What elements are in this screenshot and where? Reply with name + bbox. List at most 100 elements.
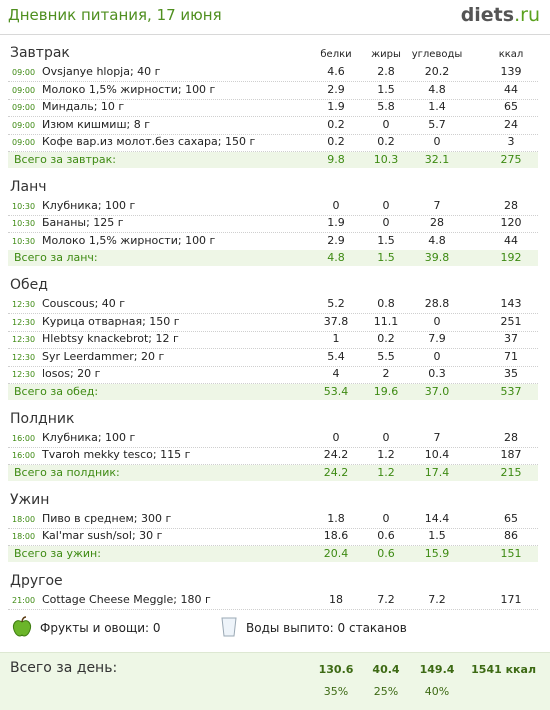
column-header: белки bbox=[320, 49, 352, 60]
nutrient-value: 1.4 bbox=[428, 100, 446, 113]
meal-total-row: Всего за ужин: 20.4 0.6 15.9 151 bbox=[8, 545, 538, 562]
nutrient-value: 28.8 bbox=[424, 297, 450, 310]
nutrient-value: 5.4 bbox=[327, 349, 345, 363]
nutrient-value: 37.8 bbox=[323, 314, 349, 328]
food-row: 12:30 Syr Leerdammer; 20 г 5.4 5.5 0 71 bbox=[8, 349, 538, 367]
food-name: Клубника; 100 г bbox=[42, 198, 136, 212]
nutrient-value: 7.2 bbox=[428, 592, 446, 606]
nutrient-value: 7.2 bbox=[377, 592, 395, 606]
nutrient-value: 2.9 bbox=[327, 82, 345, 96]
nutrient-value: 1.5 bbox=[428, 529, 446, 542]
time: 12:30 bbox=[12, 335, 36, 344]
nutrient-value: 0 bbox=[433, 135, 441, 148]
meal-total-row: Всего за полдник: 24.2 1.2 17.4 215 bbox=[8, 464, 538, 481]
nutrient-value: 71 bbox=[504, 349, 518, 363]
food-row: 10:30 Молоко 1,5% жирности; 100 г 2.9 1.5 4.… bbox=[8, 233, 538, 251]
nutrient-value: 20.2 bbox=[424, 65, 450, 78]
meal-total-value: 19.6 bbox=[373, 384, 399, 398]
day-total-value: 1541 ккал bbox=[471, 663, 536, 676]
nutrient-value: 0 bbox=[433, 314, 441, 328]
nutrient-value: 0.6 bbox=[377, 529, 395, 542]
time: 12:30 bbox=[12, 317, 36, 327]
time: 10:30 bbox=[12, 201, 36, 211]
food-row: 12:30 losos; 20 г 4 2 0.3 35 bbox=[8, 366, 538, 384]
time: 12:30 bbox=[12, 352, 36, 362]
food-name: Курица отварная; 150 г bbox=[42, 314, 180, 328]
nutrient-value: 0 bbox=[382, 430, 390, 444]
meal-total-value: 0.6 bbox=[377, 546, 395, 560]
nutrient-value: 4.6 bbox=[327, 65, 345, 78]
nutrient-value: 1 bbox=[332, 332, 340, 345]
nutrient-value: 0.2 bbox=[377, 135, 395, 148]
nutrient-value: 143 bbox=[500, 297, 522, 310]
nutrient-value: 11.1 bbox=[373, 314, 399, 328]
time: 10:30 bbox=[12, 236, 36, 246]
nutrient-value: 5.5 bbox=[377, 349, 395, 363]
food-row: 09:00 Миндаль; 10 г 1.9 5.8 1.4 65 bbox=[8, 99, 538, 117]
nutrient-value: 3 bbox=[507, 135, 515, 148]
nutrient-value: 44 bbox=[504, 233, 518, 247]
meal-total-row: Всего за обед: 53.4 19.6 37.0 537 bbox=[8, 383, 538, 400]
food-name: Couscous; 40 г bbox=[42, 297, 126, 310]
meal-total-value: 37.0 bbox=[424, 384, 450, 398]
nutrient-value: 0 bbox=[382, 511, 390, 525]
meal-total-row: Всего за ланч: 4.8 1.5 39.8 192 bbox=[8, 250, 538, 266]
nutrient-value: 4.8 bbox=[428, 233, 446, 247]
nutrient-value: 0.3 bbox=[428, 367, 446, 380]
logo-text: diets bbox=[460, 4, 515, 26]
meal-total-value: 32.1 bbox=[424, 152, 450, 166]
nutrient-value: 0 bbox=[332, 198, 340, 212]
meal-title: Ланч bbox=[10, 178, 47, 195]
time: 09:00 bbox=[12, 138, 36, 147]
food-row: 18:00 Пиво в среднем; 300 г 1.8 0 14.4 65 bbox=[8, 511, 538, 529]
food-row: 09:00 Молоко 1,5% жирности; 100 г 2.9 1.5 4.… bbox=[8, 82, 538, 100]
nutrient-value: 1.5 bbox=[377, 233, 395, 247]
meal-title: Завтрак bbox=[10, 45, 70, 61]
nutrient-value: 0.8 bbox=[377, 297, 395, 310]
time: 21:00 bbox=[12, 595, 36, 605]
nutrient-value: 28 bbox=[430, 216, 444, 229]
time: 18:00 bbox=[12, 532, 36, 541]
nutrient-value: 18 bbox=[329, 592, 343, 606]
time: 09:00 bbox=[12, 68, 36, 77]
food-name: Бананы; 125 г bbox=[42, 216, 124, 229]
meal-total-value: 192 bbox=[500, 251, 522, 264]
nutrient-value: 251 bbox=[500, 314, 522, 328]
meal-total-value: 215 bbox=[500, 465, 522, 479]
food-name: Изюм кишмиш; 8 г bbox=[42, 117, 150, 131]
food-row: 12:30 Couscous; 40 г 5.2 0.8 28.8 143 bbox=[8, 296, 538, 314]
nutrient-value: 5.8 bbox=[377, 100, 395, 113]
logo[interactable]: diets.ru bbox=[461, 4, 540, 26]
food-row: 10:30 Клубника; 100 г 0 0 7 28 bbox=[8, 198, 538, 216]
food-name: Миндаль; 10 г bbox=[42, 100, 125, 113]
nutrient-value: 0 bbox=[382, 198, 390, 212]
column-header: углеводы bbox=[411, 49, 463, 60]
food-row: 09:00 Изюм кишмиш; 8 г 0.2 0 5.7 24 bbox=[8, 117, 538, 135]
meal-total-value: 20.4 bbox=[323, 546, 349, 560]
food-name: Молоко 1,5% жирности; 100 г bbox=[42, 82, 216, 96]
nutrient-value: 14.4 bbox=[424, 511, 450, 525]
food-name: Kal'mar sush/sol; 30 г bbox=[42, 529, 163, 542]
nutrient-value: 0 bbox=[382, 117, 390, 131]
nutrient-value: 1.9 bbox=[327, 100, 345, 113]
nutrient-value: 24 bbox=[504, 117, 518, 131]
meal-total-value: 537 bbox=[500, 384, 522, 398]
page-title: Дневник питания, 17 июня bbox=[8, 6, 222, 24]
nutrient-value: 5.2 bbox=[327, 297, 345, 310]
nutrient-value: 1.8 bbox=[327, 511, 345, 525]
food-row: 16:00 Tvaroh mekky tesco; 115 г 24.2 1.2 10.… bbox=[8, 447, 538, 465]
meal-total-label: Всего за обед: bbox=[14, 384, 99, 398]
logo-suffix: .ru bbox=[514, 4, 540, 26]
nutrient-value: 0.2 bbox=[377, 332, 395, 345]
meal-title: Полдник bbox=[10, 410, 75, 427]
food-name: Молоко 1,5% жирности; 100 г bbox=[42, 233, 216, 247]
day-total-value: 149.4 bbox=[419, 663, 455, 676]
nutrient-value: 0.2 bbox=[327, 135, 345, 148]
day-total-box bbox=[0, 652, 550, 710]
time: 10:30 bbox=[12, 219, 36, 228]
nutrient-value: 86 bbox=[504, 529, 518, 542]
meal-total-value: 15.9 bbox=[424, 546, 450, 560]
food-name: Кофе вар.из молот.без сахара; 150 г bbox=[42, 135, 256, 148]
day-total-percent: 40% bbox=[424, 685, 450, 698]
